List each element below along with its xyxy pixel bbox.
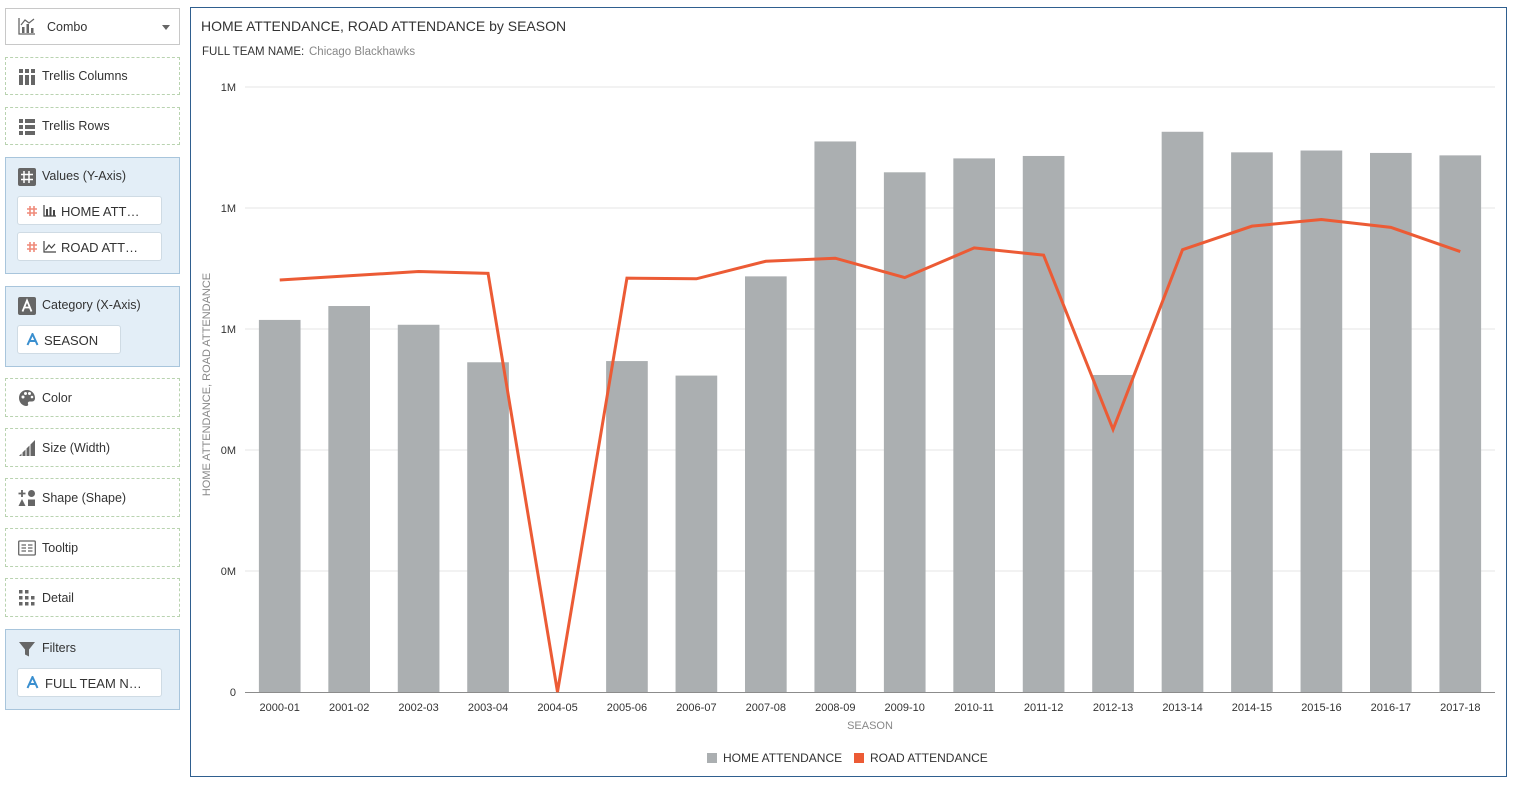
attribute-a-icon — [26, 333, 39, 346]
size-dropzone[interactable]: Size (Width) — [5, 428, 180, 467]
chart-title: HOME ATTENDANCE, ROAD ATTENDANCE by SEAS… — [201, 18, 567, 34]
values-title: Values (Y-Axis) — [42, 169, 127, 183]
season-pill[interactable]: SEASON — [17, 325, 121, 354]
detail-dropzone[interactable]: Detail — [5, 578, 180, 617]
chart-type-dropdown[interactable]: Combo — [5, 8, 180, 45]
values-y-axis-section[interactable]: Values (Y-Axis) HOME ATT… ROAD ATT… — [5, 157, 180, 274]
bar-chart-icon — [43, 205, 56, 217]
shapes-icon — [18, 490, 35, 506]
chart-type-label: Combo — [47, 20, 88, 34]
category-title: Category (X-Axis) — [42, 298, 141, 312]
palette-icon — [19, 390, 35, 406]
road-attendance-pill-label: ROAD ATT… — [61, 240, 139, 255]
size-label: Size (Width) — [42, 441, 111, 455]
color-label: Color — [42, 391, 72, 405]
shape-dropzone[interactable]: Shape (Shape) — [5, 478, 180, 517]
trellis-rows-icon — [19, 119, 35, 135]
trellis-rows-label: Trellis Rows — [42, 119, 110, 133]
chevron-down-icon[interactable] — [162, 25, 170, 30]
filter-value: Chicago Blackhawks — [309, 46, 416, 58]
number-hash-icon — [18, 168, 36, 186]
detail-grid-icon — [19, 590, 35, 606]
combo-chart-icon — [18, 18, 35, 35]
shape-label: Shape (Shape) — [42, 491, 127, 505]
category-x-axis-section[interactable]: Category (X-Axis) SEASON — [5, 286, 180, 367]
tooltip-dropzone[interactable]: Tooltip — [5, 528, 180, 567]
measure-hash-icon — [27, 206, 37, 216]
filters-section[interactable]: Filters FULL TEAM N… — [5, 629, 180, 710]
measure-hash-icon — [27, 242, 37, 252]
size-ramp-icon — [19, 440, 35, 456]
trellis-columns-icon — [19, 69, 35, 85]
attribute-a-icon — [26, 676, 39, 689]
trellis-columns-dropzone[interactable]: Trellis Columns — [5, 57, 180, 95]
home-attendance-pill[interactable]: HOME ATT… — [17, 196, 162, 225]
tooltip-label: Tooltip — [42, 541, 79, 555]
chart-canvas-frame — [190, 7, 1507, 777]
filter-label: FULL TEAM NAME: — [202, 46, 305, 58]
trellis-rows-dropzone[interactable]: Trellis Rows — [5, 107, 180, 145]
tooltip-icon — [18, 540, 36, 556]
detail-label: Detail — [42, 591, 74, 605]
trellis-columns-label: Trellis Columns — [42, 69, 128, 83]
full-team-name-pill[interactable]: FULL TEAM N… — [17, 668, 162, 697]
filters-title: Filters — [42, 641, 77, 655]
road-attendance-pill[interactable]: ROAD ATT… — [17, 232, 162, 261]
attribute-a-icon — [18, 297, 36, 315]
season-pill-label: SEASON — [44, 333, 99, 348]
line-chart-icon — [43, 241, 56, 253]
funnel-icon — [19, 642, 35, 657]
full-team-name-pill-label: FULL TEAM N… — [45, 676, 142, 691]
home-attendance-pill-label: HOME ATT… — [61, 204, 140, 219]
color-dropzone[interactable]: Color — [5, 378, 180, 417]
